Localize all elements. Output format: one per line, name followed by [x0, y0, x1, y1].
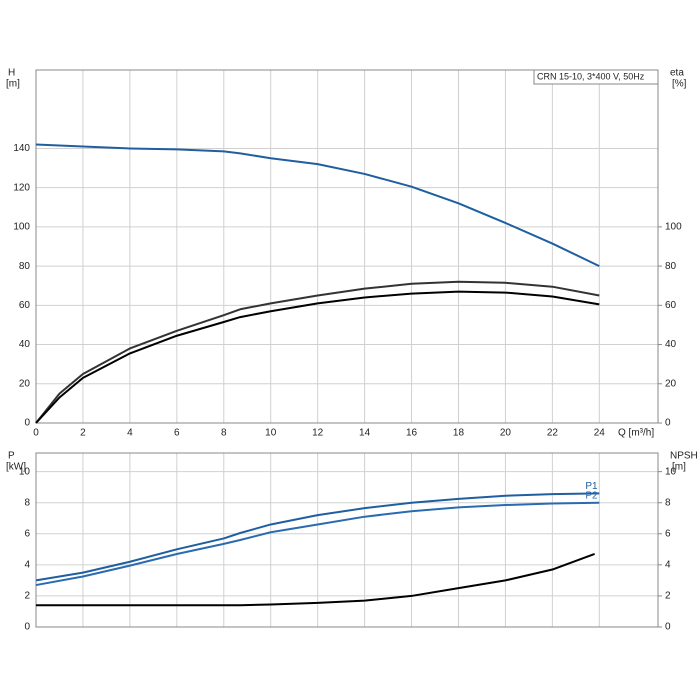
x-tick-label: 2	[80, 428, 86, 439]
y-tick-label: 100	[13, 222, 30, 233]
x-tick-label: 4	[127, 428, 133, 439]
curve	[35, 501, 600, 587]
y-tick-label: 140	[13, 143, 30, 154]
plot-frame	[35, 69, 659, 424]
y2-tick-label: 4	[665, 559, 671, 570]
curve	[35, 280, 600, 424]
y2-axis-unit: [m]	[672, 462, 686, 473]
annotation-box	[533, 69, 659, 85]
y2-tick-label: 8	[665, 497, 671, 508]
curve	[35, 290, 600, 424]
y2-tick-label: 80	[665, 261, 677, 272]
x-tick-label: 24	[594, 428, 606, 439]
y-tick-label: 40	[19, 339, 31, 350]
x-axis-label: Q [m³/h]	[618, 428, 654, 439]
y-tick-label: 120	[13, 182, 30, 193]
y2-tick-label: 0	[665, 622, 671, 633]
x-tick-label: 10	[265, 428, 277, 439]
x-tick-label: 22	[547, 428, 559, 439]
y2-axis-label: NPSH	[670, 451, 698, 462]
x-tick-label: 16	[406, 428, 418, 439]
y-axis-unit: [m]	[6, 79, 20, 90]
curve-label: P2	[585, 490, 598, 501]
y-tick-label: 20	[19, 378, 31, 389]
x-tick-label: 18	[453, 428, 465, 439]
y-tick-label: 0	[24, 418, 30, 429]
y-tick-label: 80	[19, 261, 31, 272]
y2-axis-label: eta	[670, 68, 684, 79]
x-tick-label: 0	[33, 428, 39, 439]
curve	[36, 553, 595, 607]
annotation: CRN 15-10, 3*400 V, 50Hz	[537, 71, 645, 81]
y2-tick-label: 40	[665, 339, 677, 350]
y-tick-label: 8	[24, 497, 30, 508]
curve-label: P1	[585, 481, 598, 492]
y2-tick-label: 2	[665, 591, 671, 602]
y-tick-label: 4	[24, 559, 30, 570]
curve	[35, 492, 600, 582]
y-tick-label: 60	[19, 300, 31, 311]
y2-tick-label: 60	[665, 300, 677, 311]
y2-axis-unit: [%]	[672, 79, 687, 90]
y-tick-label: 2	[24, 591, 30, 602]
x-tick-label: 20	[500, 428, 512, 439]
y-axis-unit: [kW]	[6, 462, 26, 473]
y2-tick-label: 100	[665, 222, 682, 233]
curve	[35, 143, 600, 268]
y2-tick-label: 6	[665, 528, 671, 539]
y2-tick-label: 20	[665, 378, 677, 389]
x-tick-label: 12	[312, 428, 324, 439]
y-axis-label: P	[8, 451, 15, 462]
y-tick-label: 6	[24, 528, 30, 539]
y-tick-label: 0	[24, 622, 30, 633]
y-axis-label: H	[8, 68, 15, 79]
y2-tick-label: 10	[665, 466, 677, 477]
x-tick-label: 14	[359, 428, 371, 439]
x-tick-label: 8	[221, 428, 227, 439]
y2-tick-label: 0	[665, 418, 671, 429]
y-tick-label: 10	[19, 466, 31, 477]
plot-frame	[35, 452, 659, 628]
x-tick-label: 6	[174, 428, 180, 439]
